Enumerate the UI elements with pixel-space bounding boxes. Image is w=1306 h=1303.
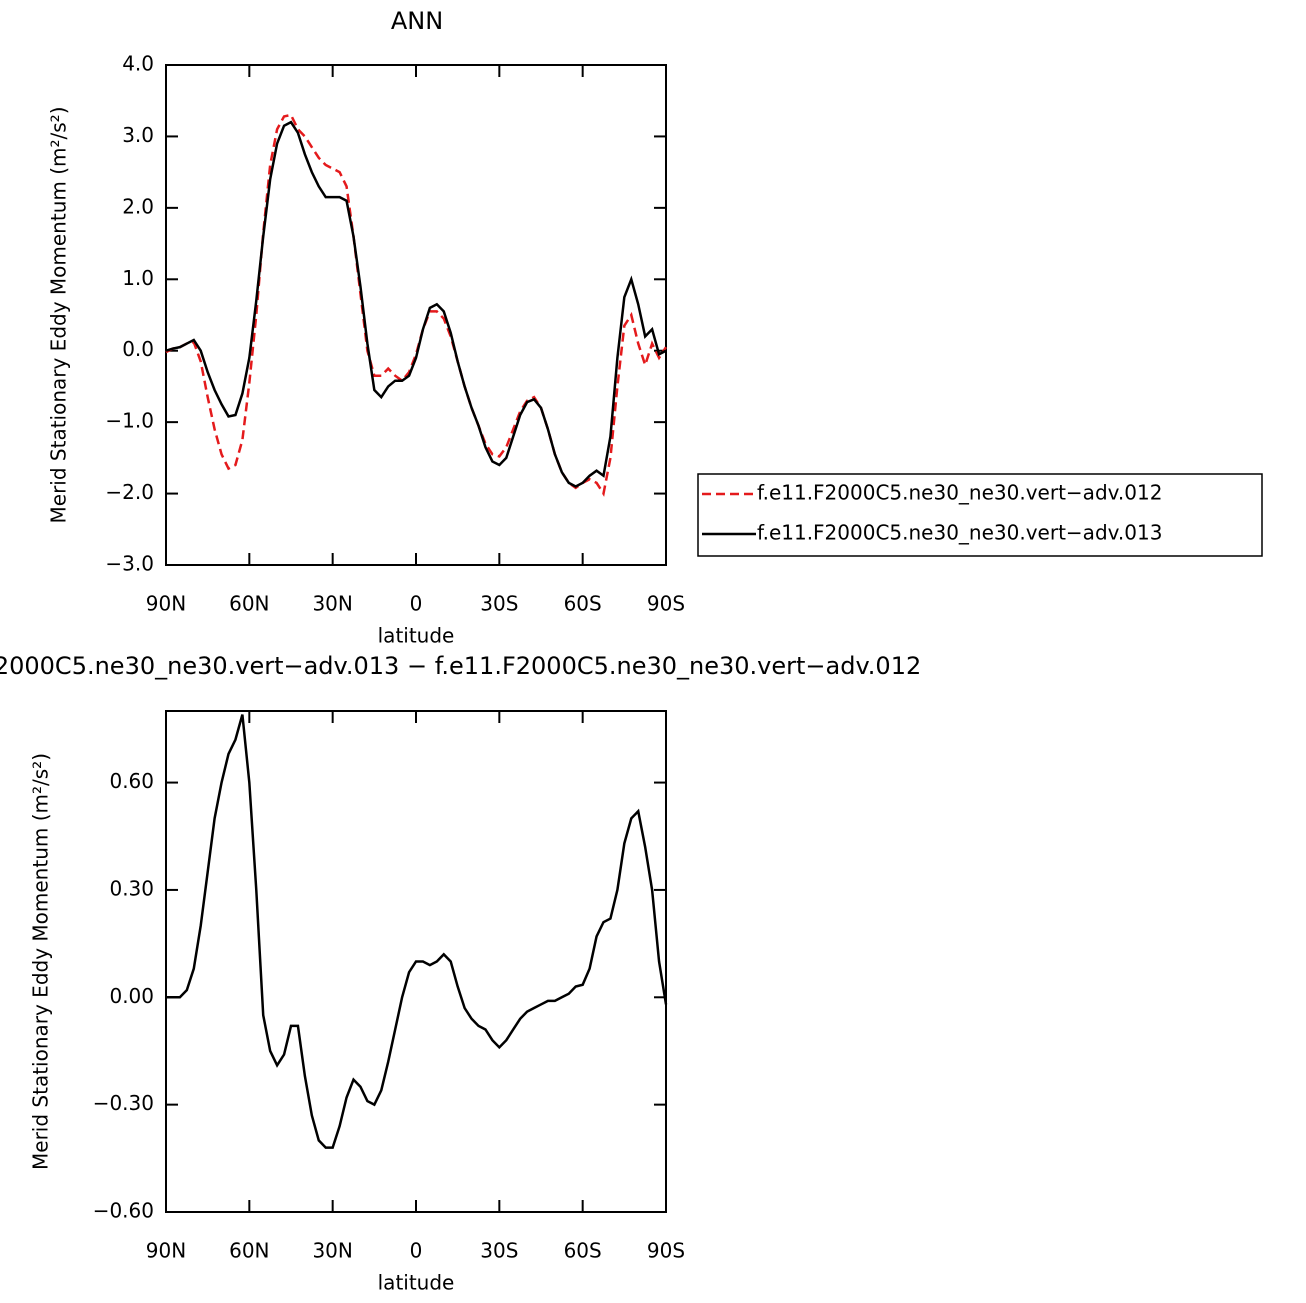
x-tick-label: 0 <box>410 1239 423 1263</box>
y-axis-label: Merid Stationary Eddy Momentum (m²/s²) <box>47 107 71 524</box>
x-tick-label: 0 <box>410 592 423 616</box>
y-tick-label: 0.30 <box>109 876 154 900</box>
y-tick-label: −0.60 <box>93 1199 154 1223</box>
y-tick-label: 2.0 <box>122 194 154 218</box>
legend-label: f.e11.F2000C5.ne30_ne30.vert−adv.012 <box>757 481 1162 505</box>
chart-title: ANN <box>391 7 443 35</box>
y-tick-label: 0.00 <box>109 984 154 1008</box>
y-tick-label: 0.0 <box>122 337 154 361</box>
y-tick-label: 3.0 <box>122 123 154 147</box>
y-axis-label: Merid Stationary Eddy Momentum (m²/s²) <box>29 753 53 1170</box>
plot-frame <box>165 64 667 566</box>
x-tick-label: 30S <box>480 592 518 616</box>
y-tick-label: 1.0 <box>122 266 154 290</box>
x-tick-label: 60N <box>229 1239 269 1263</box>
x-tick-label: 60S <box>564 592 602 616</box>
x-tick-label: 90N <box>146 1239 186 1263</box>
x-tick-label: 90S <box>647 592 685 616</box>
x-axis-label: latitude <box>378 1271 455 1295</box>
y-tick-label: 4.0 <box>122 52 154 76</box>
y-tick-label: −1.0 <box>105 409 154 433</box>
y-tick-label: 0.60 <box>109 769 154 793</box>
x-tick-label: 30N <box>312 1239 352 1263</box>
y-tick-label: −0.30 <box>93 1091 154 1115</box>
x-tick-label: 90N <box>146 592 186 616</box>
x-tick-label: 60S <box>564 1239 602 1263</box>
x-tick-label: 90S <box>647 1239 685 1263</box>
x-axis-label: latitude <box>378 624 455 648</box>
legend-box <box>697 473 1263 557</box>
x-tick-label: 30S <box>480 1239 518 1263</box>
legend-label: f.e11.F2000C5.ne30_ne30.vert−adv.013 <box>757 521 1162 545</box>
chart-title: f.e11.F2000C5.ne30_ne30.vert−adv.013 − f… <box>0 652 921 680</box>
y-tick-label: −3.0 <box>105 552 154 576</box>
data-line <box>165 120 667 488</box>
x-tick-label: 30N <box>312 592 352 616</box>
x-tick-label: 60N <box>229 592 269 616</box>
data-line <box>166 714 668 1149</box>
data-line <box>165 113 668 497</box>
y-tick-label: −2.0 <box>105 480 154 504</box>
